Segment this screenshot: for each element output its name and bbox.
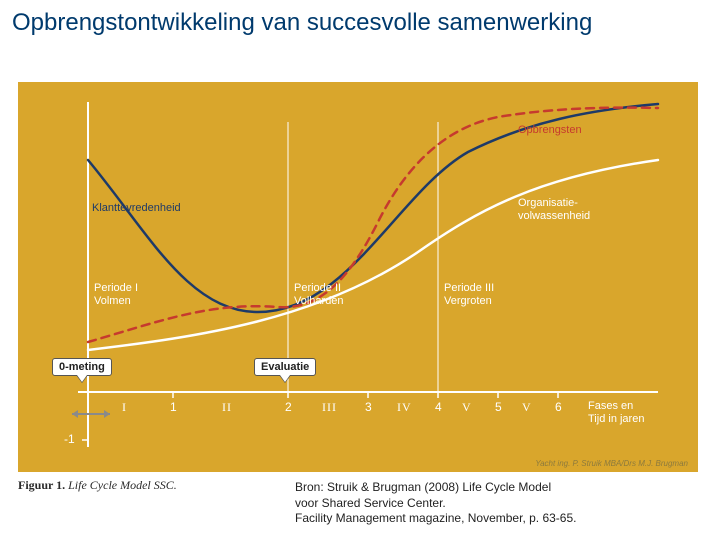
period-label-2: Periode II Volharden bbox=[294, 282, 344, 308]
source-citation: Bron: Struik & Brugman (2008) Life Cycle… bbox=[295, 480, 576, 527]
x-tick: 2 bbox=[285, 400, 292, 414]
phase-tick: III bbox=[322, 400, 337, 415]
period-label-1: Periode I Volmen bbox=[94, 282, 138, 308]
x-tick: 1 bbox=[170, 400, 177, 414]
period-label-3: Periode III Vergroten bbox=[444, 282, 494, 308]
figure-caption-text: Life Cycle Model SSC. bbox=[65, 478, 177, 492]
figure-caption: Figuur 1. Life Cycle Model SSC. bbox=[18, 478, 177, 493]
x-tick: 5 bbox=[495, 400, 502, 414]
phase-tick: I bbox=[122, 400, 127, 415]
page-title: Opbrengstontwikkeling van succesvolle sa… bbox=[0, 0, 720, 48]
source-line-2: voor Shared Service Center. bbox=[295, 496, 576, 512]
source-line-1: Bron: Struik & Brugman (2008) Life Cycle… bbox=[295, 480, 576, 496]
neg-tick: -1 bbox=[64, 432, 75, 446]
x-axis-label: Fases en Tijd in jaren bbox=[588, 400, 644, 426]
phase-tick: V bbox=[462, 400, 472, 415]
phase-tick: II bbox=[222, 400, 232, 415]
x-tick: 4 bbox=[435, 400, 442, 414]
x-tick: 6 bbox=[555, 400, 562, 414]
series-label-opbrengsten: Opbrengsten bbox=[518, 124, 582, 137]
source-line-3: Facility Management magazine, November, … bbox=[295, 511, 576, 527]
figure-number: Figuur 1. bbox=[18, 478, 65, 492]
series-label-klanttevredenheid: Klanttevredenheid bbox=[92, 202, 181, 215]
chart-panel: 0-meting Evaluatie Klanttevredenheid Opb… bbox=[18, 82, 698, 472]
chart-attribution: Yacht ing. P. Struik MBA/Drs M.J. Brugma… bbox=[535, 459, 688, 468]
x-tick: 3 bbox=[365, 400, 372, 414]
callout-evaluatie: Evaluatie bbox=[254, 358, 316, 376]
callout-0meting: 0-meting bbox=[52, 358, 112, 376]
phase-tick: V bbox=[522, 400, 532, 415]
series-label-orgvolwassenheid: Organisatie- volwassenheid bbox=[518, 197, 590, 223]
phase-tick: IV bbox=[397, 400, 412, 415]
